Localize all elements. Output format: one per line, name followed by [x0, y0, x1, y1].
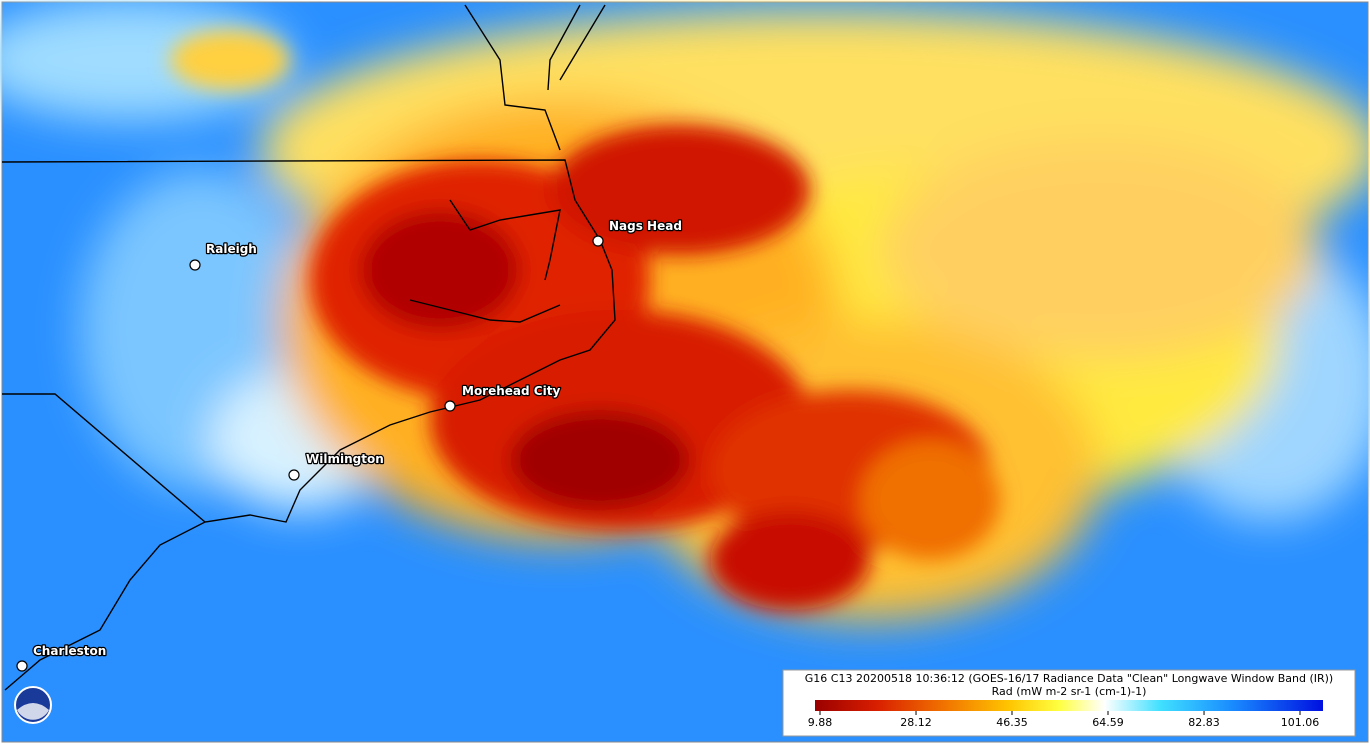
cities: Raleigh Nags Head Morehead City Wilmingt…: [16, 218, 683, 672]
city-marker: [288, 469, 300, 481]
coastlines: [1, 4, 616, 691]
clouds: [0, 0, 1370, 620]
city-marker: [189, 259, 201, 271]
city-marker: [16, 660, 28, 672]
colorbar-tick-label: 9.88: [808, 716, 833, 729]
noaa-logo: [14, 686, 52, 724]
city-label: Morehead City: [462, 384, 560, 398]
legend-units: Rad (mW m-2 sr-1 (cm-1)-1): [992, 685, 1147, 698]
colorbar-tick-label: 28.12: [900, 716, 932, 729]
colorbar-tick-label: 101.06: [1281, 716, 1320, 729]
colorbar-tick-label: 82.83: [1188, 716, 1220, 729]
legend-title: G16 C13 20200518 10:36:12 (GOES-16/17 Ra…: [805, 672, 1333, 685]
city-marker: [592, 235, 604, 247]
city-label: Nags Head: [609, 219, 682, 233]
colorbar-tick-label: 46.35: [996, 716, 1028, 729]
city-label: Wilmington: [306, 452, 384, 466]
city-label: Charleston: [33, 644, 106, 658]
city-marker: [444, 400, 456, 412]
colorbar: [815, 700, 1323, 711]
colorbar-tick-label: 64.59: [1092, 716, 1124, 729]
city-label: Raleigh: [206, 242, 257, 256]
legend: G16 C13 20200518 10:36:12 (GOES-16/17 Ra…: [782, 669, 1356, 737]
